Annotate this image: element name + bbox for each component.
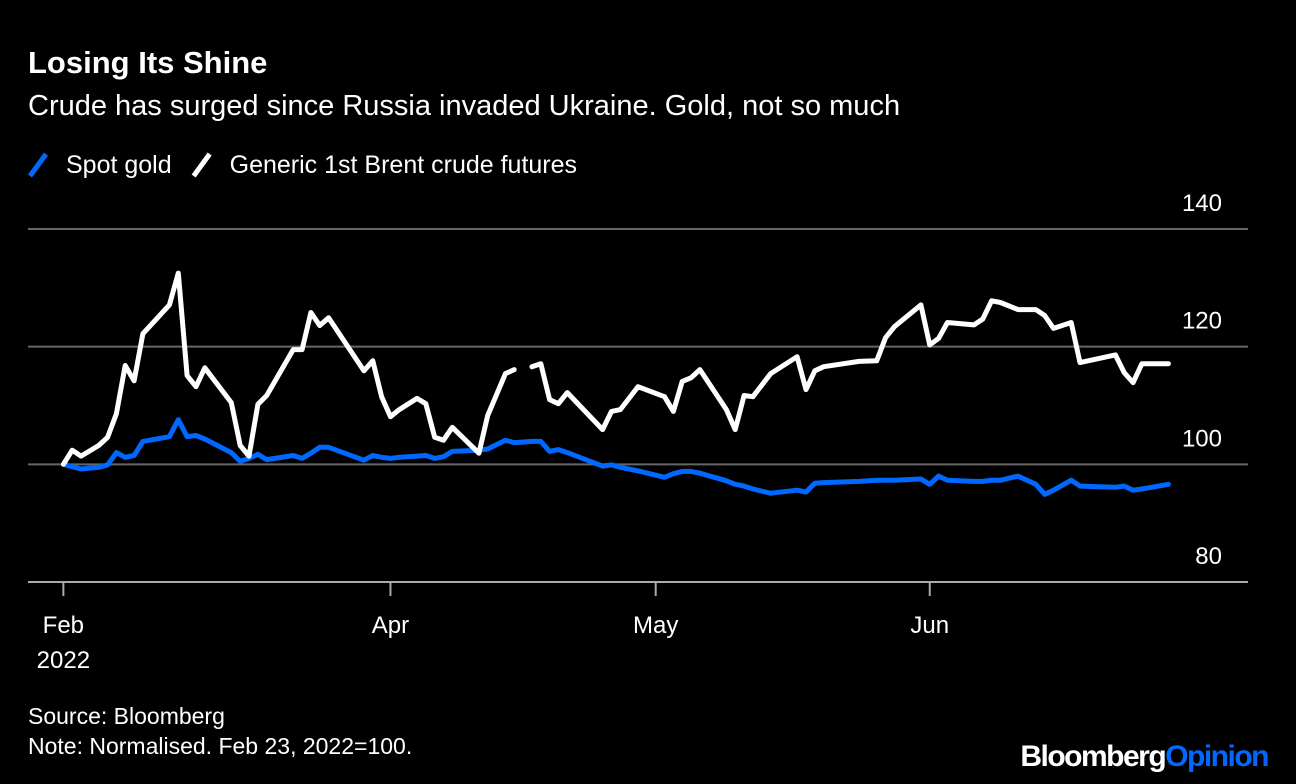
- y-tick-label: 120: [1182, 308, 1222, 335]
- series-line: [60, 417, 1171, 497]
- note: Note: Normalised. Feb 23, 2022=100.: [28, 733, 412, 759]
- y-tick-label: 80: [1195, 543, 1222, 570]
- source: Source: Bloomberg: [28, 703, 225, 729]
- x-year-label: 2022: [37, 647, 90, 674]
- legend-swatch: [191, 152, 212, 178]
- x-tick-label: May: [633, 612, 678, 639]
- x-tick-label: Feb: [43, 612, 84, 639]
- legend-label: Generic 1st Brent crude futures: [230, 151, 577, 179]
- logo-brand: Bloomberg: [1020, 740, 1165, 773]
- legend-label: Spot gold: [66, 151, 172, 179]
- x-tick-label: Apr: [372, 612, 409, 639]
- chart-title: Losing Its Shine: [28, 45, 267, 80]
- series-line: [60, 270, 1171, 467]
- x-tick-label: Jun: [910, 612, 949, 639]
- y-tick-label: 100: [1182, 425, 1222, 452]
- chart-subtitle: Crude has surged since Russia invaded Uk…: [28, 90, 900, 122]
- logo: BloombergOpinion: [1020, 740, 1268, 773]
- legend-swatch: [27, 152, 49, 178]
- logo-section: Opinion: [1165, 740, 1268, 773]
- y-tick-label: 140: [1182, 190, 1222, 217]
